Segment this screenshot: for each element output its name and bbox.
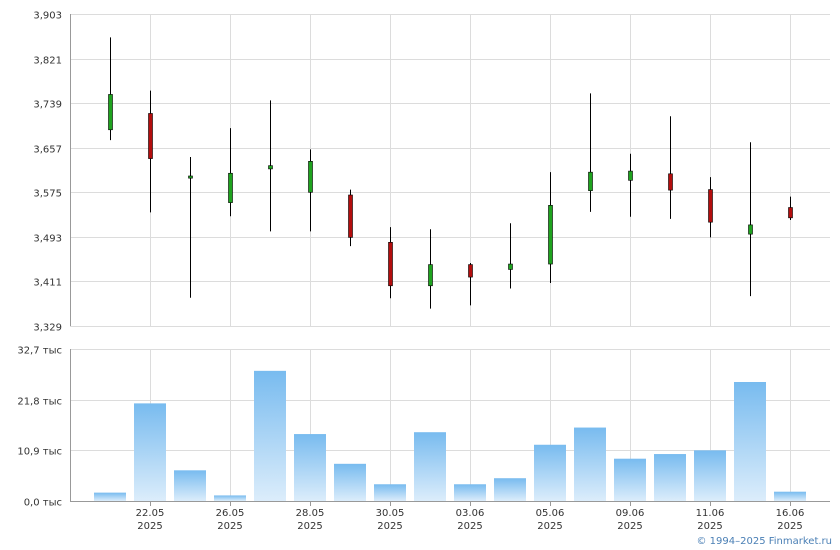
candle-body — [588, 171, 593, 191]
candle-body — [628, 170, 633, 181]
price-panel-grid — [70, 14, 830, 327]
x-tick-date: 11.06 — [696, 508, 725, 519]
candle-body — [148, 113, 153, 159]
candle-body — [468, 264, 473, 278]
copyright-link[interactable]: © 1994–2025 Finmarket.ru — [696, 536, 832, 547]
volume-bar — [614, 458, 646, 501]
volume-bar — [534, 444, 566, 501]
volume-tick-label: 0,0 тыс — [24, 498, 62, 509]
price-tick-label: 3,575 — [33, 189, 62, 200]
candle-body — [708, 189, 713, 223]
candle-body — [348, 194, 353, 238]
volume-bar — [294, 434, 326, 501]
x-tick-date: 09.06 — [616, 508, 645, 519]
volume-bar — [214, 495, 246, 501]
volume-bar — [174, 470, 206, 501]
x-tick-year: 2025 — [297, 521, 322, 532]
volume-bar — [134, 403, 166, 501]
volume-tick-label: 10,9 тыс — [17, 447, 62, 458]
price-candles — [108, 37, 793, 309]
candle-body — [388, 241, 393, 287]
candle-body — [748, 224, 753, 235]
x-tick-date: 22.05 — [136, 508, 165, 519]
price-tick-label: 3,739 — [33, 100, 62, 111]
volume-bar — [494, 478, 526, 501]
x-tick-year: 2025 — [377, 521, 402, 532]
x-tick-date: 30.05 — [376, 508, 405, 519]
price-tick-label: 3,903 — [33, 11, 62, 22]
x-tick-date: 26.05 — [216, 508, 245, 519]
volume-bar — [254, 370, 286, 501]
candle-body — [228, 172, 233, 203]
price-tick-label: 3,411 — [33, 278, 62, 289]
price-tick-label: 3,657 — [33, 145, 62, 156]
volume-bar — [654, 454, 686, 501]
price-tick-label: 3,821 — [33, 56, 62, 67]
volume-bar — [694, 450, 726, 501]
candle-body — [108, 94, 113, 131]
x-tick-year: 2025 — [217, 521, 242, 532]
candle-body — [668, 173, 673, 191]
price-tick-label: 3,493 — [33, 234, 62, 245]
volume-bar — [374, 484, 406, 501]
x-tick-date: 16.06 — [776, 508, 805, 519]
x-tick-year: 2025 — [457, 521, 482, 532]
volume-tick-label: 32,7 тыс — [17, 346, 62, 357]
volume-bar — [774, 491, 806, 501]
volume-bar — [454, 484, 486, 501]
x-tick-year: 2025 — [137, 521, 162, 532]
x-tick-date: 28.05 — [296, 508, 325, 519]
candle-body — [788, 207, 793, 219]
x-tick-year: 2025 — [617, 521, 642, 532]
date-x-axis: 22.05 2025 26.05 2025 28.05 2025 30.05 2025 03.0… — [70, 501, 830, 532]
volume-bar — [414, 432, 446, 501]
candle-body — [308, 161, 313, 193]
x-tick-year: 2025 — [777, 521, 802, 532]
volume-bars — [94, 370, 806, 501]
candle-body — [508, 263, 513, 270]
volume-bar — [334, 463, 366, 501]
volume-y-axis: 32,7 тыс 21,8 тыс 10,9 тыс 0,0 тыс — [17, 346, 71, 509]
volume-tick-label: 21,8 тыс — [17, 397, 62, 408]
x-tick-year: 2025 — [697, 521, 722, 532]
price-y-axis: 3,903 3,821 3,739 3,657 3,575 3,493 3,411 3,329 — [33, 11, 71, 334]
x-tick-date: 03.06 — [456, 508, 485, 519]
price-tick-label: 3,329 — [33, 323, 62, 334]
candle-body — [188, 175, 193, 179]
candle-body — [428, 264, 433, 287]
volume-bar — [734, 382, 766, 501]
candle-body — [268, 165, 273, 170]
volume-bar — [94, 492, 126, 501]
x-tick-year: 2025 — [537, 521, 562, 532]
volume-bar — [574, 427, 606, 501]
candle-body — [548, 205, 553, 265]
x-tick-date: 05.06 — [536, 508, 565, 519]
